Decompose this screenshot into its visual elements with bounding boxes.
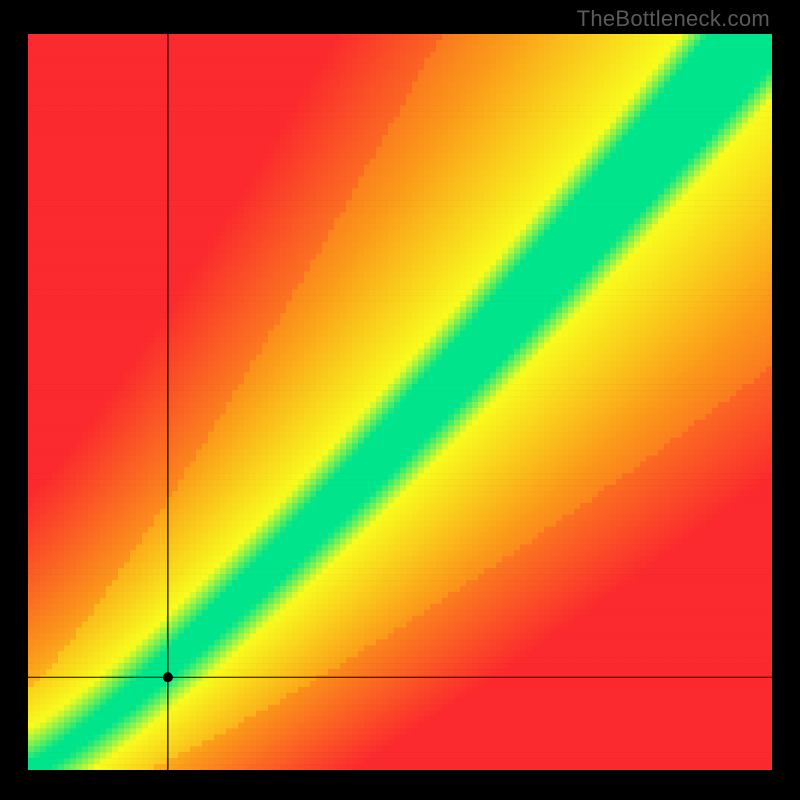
heatmap-canvas [28,34,772,770]
bottleneck-heatmap [28,34,772,770]
watermark-text: TheBottleneck.com [577,6,770,32]
